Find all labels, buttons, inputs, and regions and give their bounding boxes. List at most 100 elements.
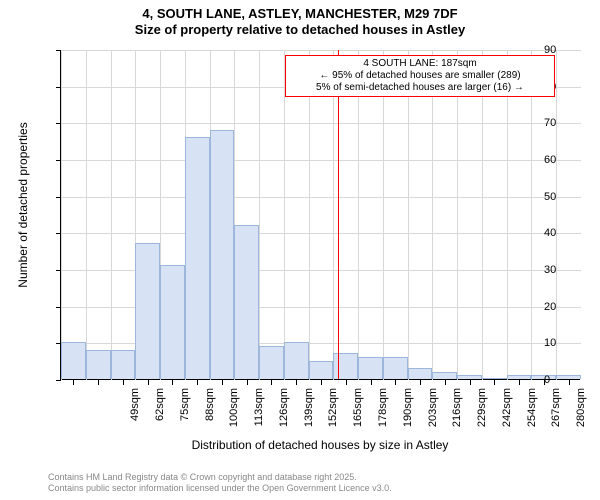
annotation-line: 4 SOUTH LANE: 187sqm — [290, 58, 550, 70]
histogram-bar — [259, 346, 284, 379]
x-tick-label: 229sqm — [476, 388, 488, 448]
x-tick — [271, 380, 272, 385]
x-tick — [494, 380, 495, 385]
x-tick-label: 242sqm — [501, 388, 513, 448]
title-line2: Size of property relative to detached ho… — [0, 22, 600, 38]
grid-line — [408, 50, 409, 380]
grid-line — [309, 50, 310, 380]
footer-line1: Contains HM Land Registry data © Crown c… — [48, 472, 392, 483]
x-tick-label: 216sqm — [451, 388, 463, 448]
y-tick — [56, 380, 61, 381]
x-tick-label: 178sqm — [377, 388, 389, 448]
histogram-bar — [111, 350, 136, 379]
histogram-bar — [408, 368, 433, 379]
footer-line2: Contains public sector information licen… — [48, 483, 392, 494]
x-tick — [172, 380, 173, 385]
x-tick — [148, 380, 149, 385]
x-tick-label: 203sqm — [427, 388, 439, 448]
x-tick-label: 75sqm — [179, 388, 191, 448]
histogram-bar — [482, 378, 507, 379]
grid-line — [457, 50, 458, 380]
histogram-bar — [358, 357, 383, 379]
x-tick-label: 139sqm — [303, 388, 315, 448]
x-tick — [247, 380, 248, 385]
x-tick-label: 88sqm — [204, 388, 216, 448]
annotation-line: 5% of semi-detached houses are larger (1… — [290, 82, 550, 94]
x-tick-label: 254sqm — [526, 388, 538, 448]
grid-line — [383, 50, 384, 380]
x-tick-label: 165sqm — [352, 388, 364, 448]
footer-attribution: Contains HM Land Registry data © Crown c… — [48, 472, 392, 495]
histogram-bar — [432, 372, 457, 379]
histogram-bar — [234, 225, 259, 379]
chart-title: 4, SOUTH LANE, ASTLEY, MANCHESTER, M29 7… — [0, 0, 600, 39]
histogram-bar — [333, 353, 358, 379]
grid-line — [61, 50, 62, 380]
grid-line — [61, 50, 581, 51]
histogram-bar — [61, 342, 86, 379]
y-tick-label: 10 — [544, 337, 596, 349]
x-tick-label: 113sqm — [253, 388, 265, 448]
annotation-box: 4 SOUTH LANE: 187sqm← 95% of detached ho… — [285, 55, 555, 97]
x-tick-label: 126sqm — [278, 388, 290, 448]
grid-line — [61, 197, 581, 198]
y-tick-label: 20 — [544, 301, 596, 313]
histogram-bar — [86, 350, 111, 379]
y-tick-label: 50 — [544, 191, 596, 203]
grid-line — [111, 50, 112, 380]
x-tick-label: 49sqm — [129, 388, 141, 448]
grid-line — [333, 50, 334, 380]
y-tick — [56, 50, 61, 51]
title-line1: 4, SOUTH LANE, ASTLEY, MANCHESTER, M29 7… — [0, 6, 600, 22]
grid-line — [61, 233, 581, 234]
histogram-bar — [383, 357, 408, 379]
x-tick — [395, 380, 396, 385]
grid-line — [259, 50, 260, 380]
histogram-bar — [284, 342, 309, 379]
x-tick — [73, 380, 74, 385]
x-tick — [222, 380, 223, 385]
x-tick — [296, 380, 297, 385]
grid-line — [284, 50, 285, 380]
histogram-bar — [135, 243, 160, 379]
grid-line — [531, 50, 532, 380]
y-axis-title: Number of detached properties — [16, 105, 30, 305]
histogram-chart: 4, SOUTH LANE, ASTLEY, MANCHESTER, M29 7… — [0, 0, 600, 500]
grid-line — [358, 50, 359, 380]
y-tick-label: 70 — [544, 117, 596, 129]
x-tick-label: 62sqm — [154, 388, 166, 448]
x-tick — [123, 380, 124, 385]
x-tick-label: 190sqm — [402, 388, 414, 448]
x-tick — [371, 380, 372, 385]
histogram-bar — [507, 375, 532, 379]
y-tick — [56, 233, 61, 234]
y-tick — [56, 160, 61, 161]
y-tick-label: 60 — [544, 154, 596, 166]
x-tick — [470, 380, 471, 385]
histogram-bar — [185, 137, 210, 379]
marker-line — [338, 50, 339, 379]
x-tick-label: 267sqm — [550, 388, 562, 448]
x-tick-label: 280sqm — [575, 388, 587, 448]
grid-line — [482, 50, 483, 380]
histogram-bar — [309, 361, 334, 379]
grid-line — [507, 50, 508, 380]
x-tick — [346, 380, 347, 385]
y-tick — [56, 307, 61, 308]
x-tick — [98, 380, 99, 385]
y-tick-label: 30 — [544, 264, 596, 276]
grid-line — [86, 50, 87, 380]
y-tick — [56, 87, 61, 88]
x-tick — [445, 380, 446, 385]
grid-line — [556, 50, 557, 380]
x-tick — [519, 380, 520, 385]
x-tick-label: 152sqm — [327, 388, 339, 448]
histogram-bar — [210, 130, 235, 379]
grid-line — [432, 50, 433, 380]
histogram-bar — [457, 375, 482, 379]
x-tick — [321, 380, 322, 385]
plot-area — [60, 50, 580, 380]
y-tick — [56, 123, 61, 124]
annotation-line: ← 95% of detached houses are smaller (28… — [290, 70, 550, 82]
x-tick-label: 100sqm — [228, 388, 240, 448]
